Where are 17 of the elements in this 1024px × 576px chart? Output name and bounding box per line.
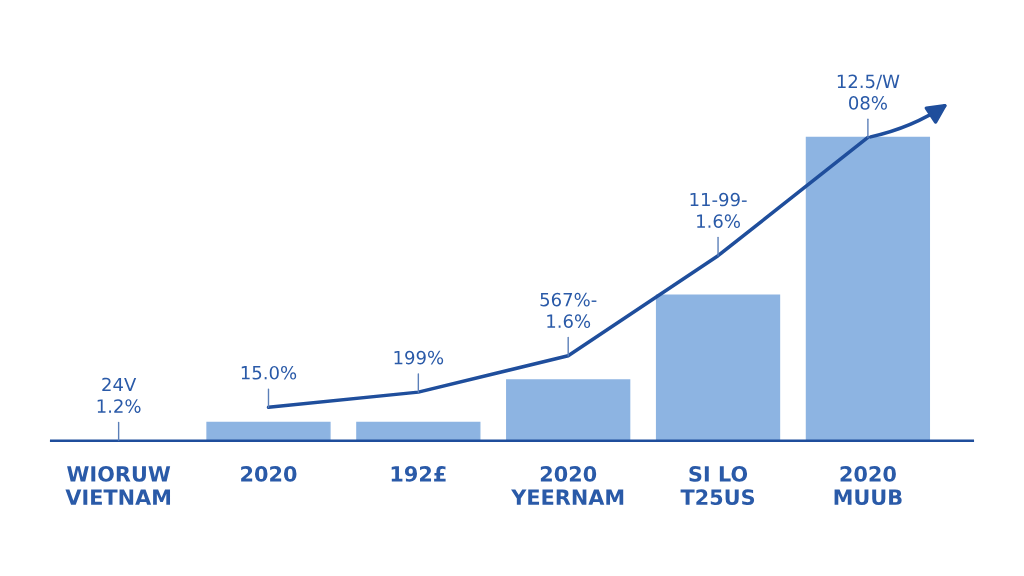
x-tick-label: SI LO T25US (680, 466, 755, 506)
annotation: 11-99- 1.6% (690, 192, 747, 228)
annotation: 15.0% (241, 365, 297, 380)
x-tick-label: WIORUW VIETNAM (65, 466, 171, 505)
x-tick-label: 2020 (241, 466, 297, 482)
annotation: 24V 1.2% (97, 377, 141, 413)
bar (206, 421, 331, 441)
bar (805, 136, 931, 441)
bar (356, 421, 481, 441)
bar (655, 294, 781, 441)
x-tick-label: 2020 MUUB (834, 466, 902, 506)
x-tick-label: 2020 YEERNAM (511, 466, 624, 505)
bar (506, 379, 631, 441)
text: 12.5/W 08% (837, 74, 900, 110)
annotation: 199% (394, 350, 444, 365)
annotation: 567%- 1.6% (540, 292, 597, 328)
x-tick-label: 192£ (391, 466, 446, 482)
